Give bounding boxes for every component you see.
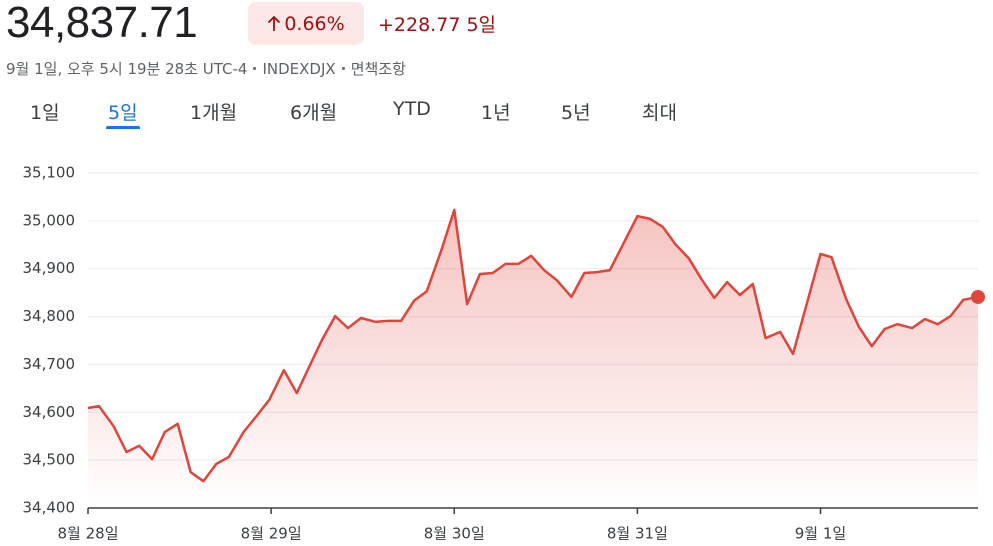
y-tick-label: 34,500 <box>23 451 76 469</box>
separator <box>253 67 257 70</box>
y-tick-label: 34,700 <box>23 355 76 373</box>
range-tab[interactable]: 1년 <box>481 102 511 124</box>
tab-underline <box>106 126 140 129</box>
change-percent: 0.66% <box>284 12 345 35</box>
exchange: INDEXDJX <box>262 59 336 78</box>
y-tick-label: 34,800 <box>23 307 76 325</box>
range-tab[interactable]: 최대 <box>642 102 677 124</box>
period: 5일 <box>466 14 497 36</box>
range-tab[interactable]: 5일 <box>108 102 138 124</box>
y-tick-label: 34,600 <box>23 403 76 421</box>
price: 34,837.71 <box>6 0 198 47</box>
range-tab[interactable]: 1일 <box>30 102 60 124</box>
timestamp: 9월 1일, 오후 5시 19분 28초 UTC-4 <box>6 60 248 78</box>
x-tick-label: 8월 30일 <box>424 525 485 543</box>
range-tab[interactable]: 5년 <box>561 102 591 124</box>
area <box>88 209 978 508</box>
range-tab[interactable]: 6개월 <box>290 102 338 124</box>
range-tab[interactable]: YTD <box>393 98 431 120</box>
y-tick-label: 34,900 <box>23 259 76 277</box>
up-arrow <box>268 15 281 31</box>
separator <box>341 67 345 70</box>
x-tick-label: 8월 29일 <box>241 525 302 543</box>
x-tick-label: 9월 1일 <box>795 525 846 543</box>
price-line <box>87 208 979 483</box>
disclaimer[interactable]: 면책조항 <box>350 60 406 78</box>
y-tick-label: 35,100 <box>23 164 76 182</box>
y-tick-label: 35,000 <box>23 211 76 229</box>
subtitle: 9월 1일, 오후 5시 19분 28초 UTC-4 INDEXDJX 면책조항 <box>6 58 406 79</box>
x-tick-label: 8월 28일 <box>58 525 119 543</box>
change-value: +228.77 <box>378 14 461 36</box>
y-tick-label: 34,400 <box>23 499 76 517</box>
range-tab[interactable]: 1개월 <box>190 102 238 124</box>
last-point <box>971 289 985 304</box>
change-badge: 0.66% <box>248 2 364 45</box>
x-tick-label: 8월 31일 <box>607 525 668 543</box>
change: +228.77 5일 <box>378 10 496 37</box>
